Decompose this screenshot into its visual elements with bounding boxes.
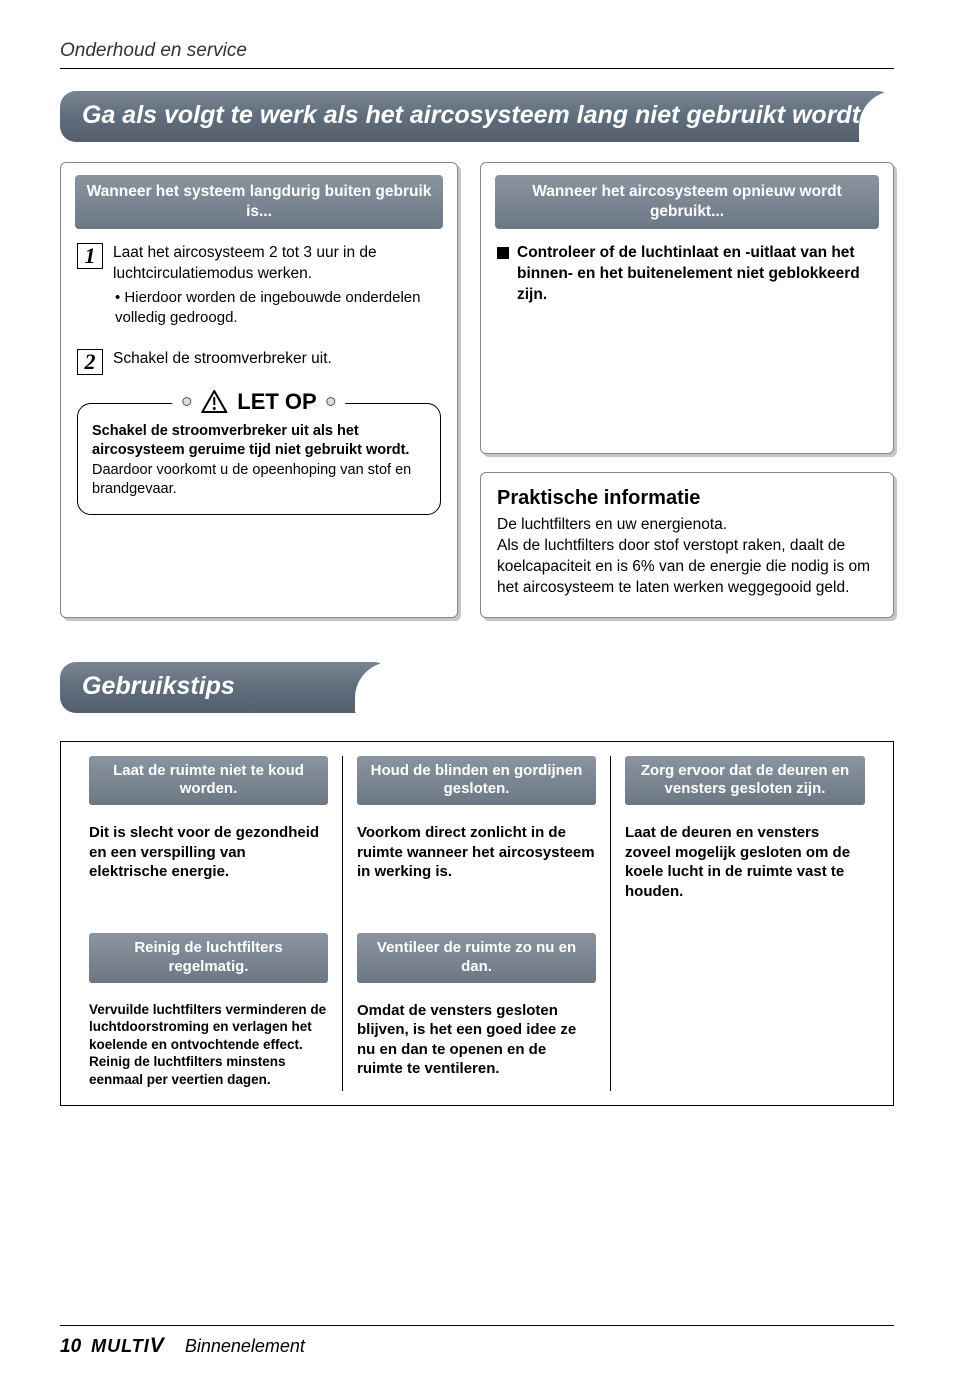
section1-title: Ga als volgt te werk als het aircosystee… [82, 101, 867, 129]
panel-left: Wanneer het systeem langdurig buiten geb… [60, 162, 458, 618]
square-bullet-icon [497, 247, 509, 259]
caution-label: LET OP [237, 389, 316, 415]
tip-body-3: Vervuilde luchtfilters verminderen de lu… [89, 1001, 328, 1091]
tip-body-1: Voorkom direct zonlicht in de ruimte wan… [357, 823, 596, 913]
step-2: 2 Schakel de stroomverbreker uit. [77, 349, 441, 375]
breadcrumb: Onderhoud en service [60, 40, 894, 62]
dot-right-icon [327, 397, 336, 406]
tips-table: Laat de ruimte niet te koud worden. Dit … [60, 741, 894, 1106]
product-name: Binnenelement [185, 1336, 305, 1357]
tip-cell-3: Reinig de luchtfilters regelmatig. Vervu… [75, 913, 343, 1091]
tip-cell-4: Ventileer de ruimte zo nu en dan. Omdat … [343, 913, 611, 1091]
left-sub-banner: Wanneer het systeem langdurig buiten geb… [75, 175, 443, 229]
page-number: 10 [60, 1336, 81, 1358]
info-title: Praktische informatie [497, 487, 877, 510]
right-sub-banner: Wanneer het aircosysteem opnieuw wordt g… [495, 175, 879, 229]
divider-top [60, 68, 894, 69]
dot-left-icon [182, 397, 191, 406]
step-1-body: Laat het aircosysteem 2 tot 3 uur in de … [113, 243, 441, 328]
footer-divider [60, 1325, 894, 1326]
tip-banner-2: Zorg ervoor dat de deuren en vensters ge… [625, 756, 865, 806]
check-text: Controleer of de luchtinlaat en -uitlaat… [517, 243, 877, 306]
warning-triangle-icon [201, 390, 227, 413]
caution-rest: Daardoor voorkomt u de opeenhoping van s… [92, 462, 411, 498]
panel-right-info: Praktische informatie De luchtfilters en… [480, 472, 894, 618]
step-1: 1 Laat het aircosysteem 2 tot 3 uur in d… [77, 243, 441, 328]
section2-title-banner: Gebruikstips [60, 662, 390, 713]
caution-header: LET OP [172, 389, 345, 415]
check-item: Controleer of de luchtinlaat en -uitlaat… [497, 243, 877, 306]
brand-text: MULTI [91, 1336, 150, 1356]
tip-cell-2: Zorg ervoor dat de deuren en vensters ge… [611, 756, 879, 914]
tip-body-0: Dit is slecht voor de gezondheid en een … [89, 823, 328, 913]
caution-bold: Schakel de stroomverbreker uit als het a… [92, 423, 409, 459]
tip-cell-0: Laat de ruimte niet te koud worden. Dit … [75, 756, 343, 914]
tip-banner-0: Laat de ruimte niet te koud worden. [89, 756, 328, 806]
caution-body: Schakel de stroomverbreker uit als het a… [92, 422, 426, 500]
section2-title: Gebruikstips [82, 672, 235, 700]
tip-body-4: Omdat de vensters gesloten blijven, is h… [357, 1001, 596, 1091]
tip-banner-3: Reinig de luchtfilters regelmatig. [89, 933, 328, 983]
tip-banner-4: Ventileer de ruimte zo nu en dan. [357, 933, 596, 983]
page-footer: 10 MULTIV Binnenelement [60, 1325, 894, 1358]
step-1-number: 1 [77, 243, 103, 269]
tip-body-2: Laat de deuren en vensters zoveel mogeli… [625, 823, 865, 913]
tip-cell-5-empty [611, 913, 879, 1091]
brand-name: MULTIV [91, 1334, 165, 1358]
step-2-text: Schakel de stroomverbreker uit. [113, 349, 332, 370]
tip-banner-1: Houd de blinden en gordijnen gesloten. [357, 756, 596, 806]
step-1-sub: • Hierdoor worden de ingebouwde onderdel… [113, 288, 441, 329]
caution-callout: LET OP Schakel de stroomverbreker uit al… [77, 403, 441, 515]
step-2-number: 2 [77, 349, 103, 375]
section1-title-banner: Ga als volgt te werk als het aircosystee… [60, 91, 894, 142]
step-1-text: Laat het aircosysteem 2 tot 3 uur in de … [113, 244, 377, 282]
tip-cell-1: Houd de blinden en gordijnen gesloten. V… [343, 756, 611, 914]
brand-v: V [150, 1334, 165, 1357]
info-body: De luchtfilters en uw energienota. Als d… [497, 515, 877, 599]
panel-right-top: Wanneer het aircosysteem opnieuw wordt g… [480, 162, 894, 454]
